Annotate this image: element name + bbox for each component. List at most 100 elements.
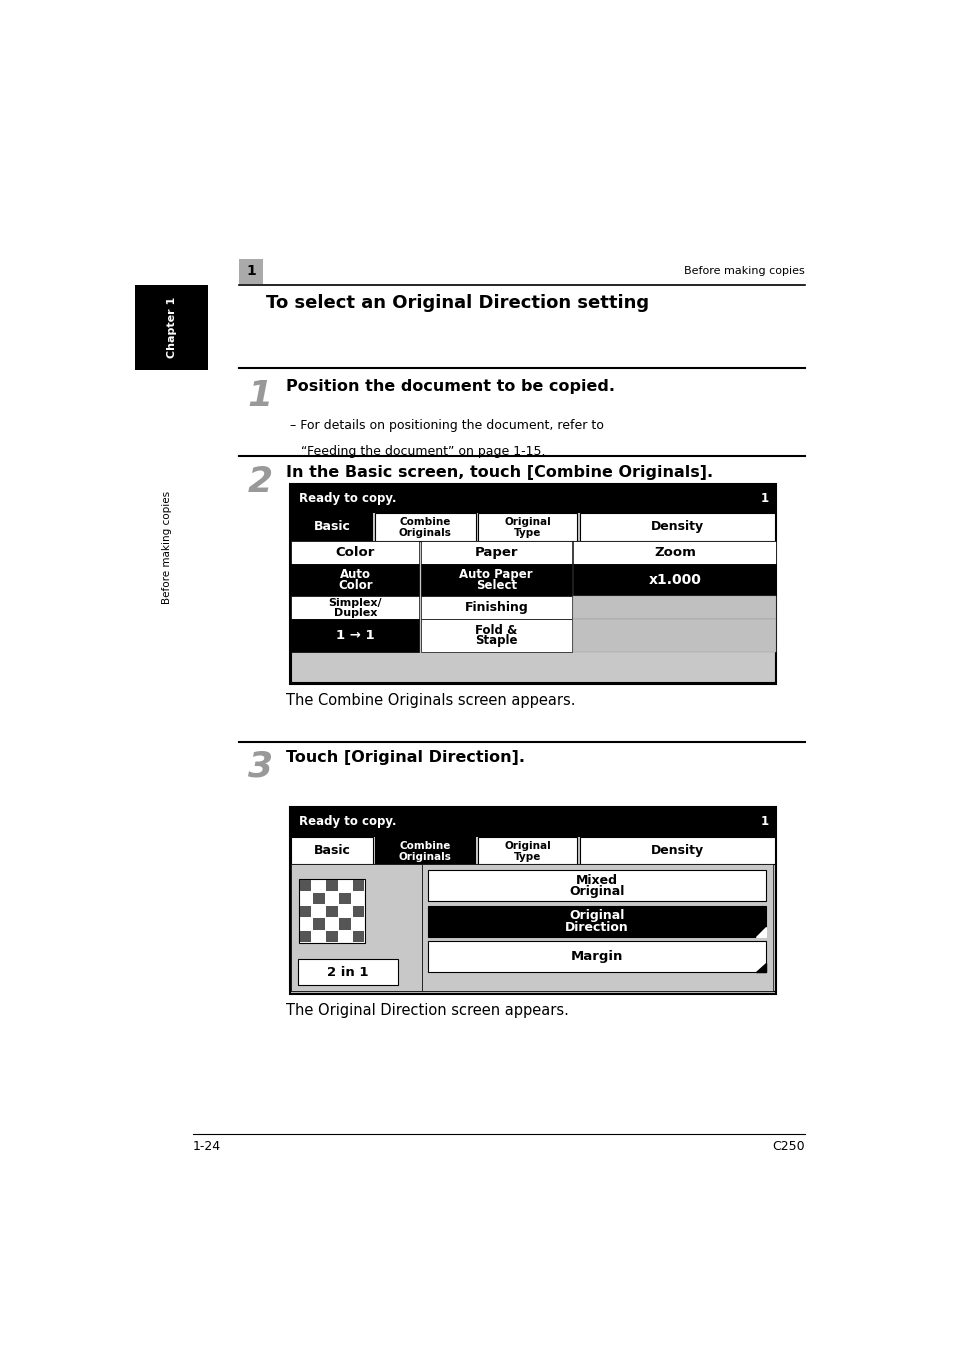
Bar — [291, 513, 373, 541]
Bar — [134, 285, 208, 370]
Text: 1: 1 — [248, 379, 273, 413]
Bar — [239, 259, 262, 284]
Text: Density: Density — [650, 521, 703, 533]
Text: Basic: Basic — [314, 521, 350, 533]
Bar — [420, 564, 571, 597]
Bar — [375, 513, 476, 541]
Bar — [299, 906, 311, 917]
Text: C250: C250 — [772, 1139, 804, 1153]
Text: Auto Paper: Auto Paper — [459, 568, 533, 582]
Bar — [291, 620, 418, 652]
Bar — [291, 564, 418, 597]
Text: Mixed: Mixed — [575, 873, 617, 887]
Text: Combine: Combine — [399, 517, 451, 528]
Bar — [297, 958, 397, 986]
Text: 2 in 1: 2 in 1 — [327, 965, 368, 979]
Text: Finishing: Finishing — [464, 601, 528, 614]
Bar — [299, 880, 311, 891]
Bar — [427, 871, 765, 902]
Bar — [290, 483, 776, 513]
Text: 1: 1 — [760, 491, 768, 505]
Text: Fold &: Fold & — [475, 624, 517, 637]
Bar — [298, 879, 365, 944]
Text: Basic: Basic — [314, 844, 350, 857]
Text: Staple: Staple — [475, 634, 517, 648]
Bar — [290, 483, 776, 684]
Text: Originals: Originals — [398, 852, 452, 861]
Polygon shape — [756, 963, 765, 972]
Bar — [573, 541, 776, 564]
Text: 1: 1 — [246, 265, 255, 278]
Bar — [573, 564, 776, 597]
Text: 1 → 1: 1 → 1 — [335, 629, 375, 643]
Bar — [375, 837, 476, 864]
Text: Ready to copy.: Ready to copy. — [298, 815, 396, 829]
Text: Color: Color — [335, 545, 375, 559]
Bar — [291, 541, 418, 564]
Text: 1-24: 1-24 — [193, 1139, 221, 1153]
Bar — [477, 513, 577, 541]
Text: 3: 3 — [248, 749, 273, 783]
Text: Duplex: Duplex — [334, 609, 376, 618]
Bar — [326, 906, 337, 917]
Text: Auto: Auto — [339, 568, 371, 582]
Bar — [420, 541, 571, 564]
Text: Original: Original — [504, 517, 551, 528]
Bar — [421, 864, 773, 991]
Bar — [353, 880, 364, 891]
Text: To select an Original Direction setting: To select an Original Direction setting — [266, 294, 649, 312]
Text: Select: Select — [476, 579, 517, 593]
Text: The Combine Originals screen appears.: The Combine Originals screen appears. — [286, 694, 575, 709]
Bar — [291, 597, 418, 620]
Bar — [291, 837, 373, 864]
Bar — [313, 892, 324, 904]
Bar — [579, 837, 774, 864]
Text: Color: Color — [337, 579, 373, 593]
Bar — [299, 931, 311, 942]
Bar — [291, 541, 774, 682]
Text: Originals: Originals — [398, 528, 452, 539]
Text: Original: Original — [568, 910, 623, 922]
Bar — [326, 931, 337, 942]
Text: Original: Original — [568, 886, 623, 899]
Text: Direction: Direction — [564, 921, 628, 934]
Text: Type: Type — [514, 528, 540, 539]
Bar — [573, 620, 776, 652]
Text: Before making copies: Before making copies — [683, 266, 804, 277]
Bar — [427, 941, 765, 972]
Text: Combine: Combine — [399, 841, 451, 850]
Bar — [477, 837, 577, 864]
Bar — [290, 807, 776, 994]
Text: – For details on positioning the document, refer to: – For details on positioning the documen… — [290, 420, 603, 432]
Bar — [573, 597, 776, 620]
Text: Original: Original — [504, 841, 551, 850]
Bar — [579, 513, 774, 541]
Bar — [291, 864, 774, 991]
Bar — [427, 906, 765, 937]
Bar — [326, 880, 337, 891]
Text: Position the document to be copied.: Position the document to be copied. — [286, 379, 615, 394]
Text: Density: Density — [650, 844, 703, 857]
Text: Zoom: Zoom — [654, 545, 695, 559]
Text: Simplex/: Simplex/ — [328, 598, 381, 609]
Text: x1.000: x1.000 — [648, 574, 700, 587]
Bar — [353, 931, 364, 942]
Bar — [313, 918, 324, 930]
Text: Ready to copy.: Ready to copy. — [298, 491, 396, 505]
Text: Margin: Margin — [570, 950, 622, 963]
Text: 2: 2 — [248, 466, 273, 500]
Bar — [353, 906, 364, 917]
Text: Touch [Original Direction].: Touch [Original Direction]. — [286, 749, 524, 764]
Bar — [420, 620, 571, 652]
Bar — [420, 597, 571, 620]
Text: In the Basic screen, touch [Combine Originals].: In the Basic screen, touch [Combine Orig… — [286, 466, 712, 481]
Text: The Original Direction screen appears.: The Original Direction screen appears. — [286, 1003, 568, 1018]
Polygon shape — [756, 927, 765, 937]
Text: Before making copies: Before making copies — [162, 490, 172, 603]
Bar — [290, 807, 776, 837]
Text: “Feeding the document” on page 1-15.: “Feeding the document” on page 1-15. — [301, 444, 545, 458]
Bar — [339, 892, 351, 904]
Bar — [339, 918, 351, 930]
Text: Chapter 1: Chapter 1 — [167, 297, 176, 358]
Text: Type: Type — [514, 852, 540, 861]
